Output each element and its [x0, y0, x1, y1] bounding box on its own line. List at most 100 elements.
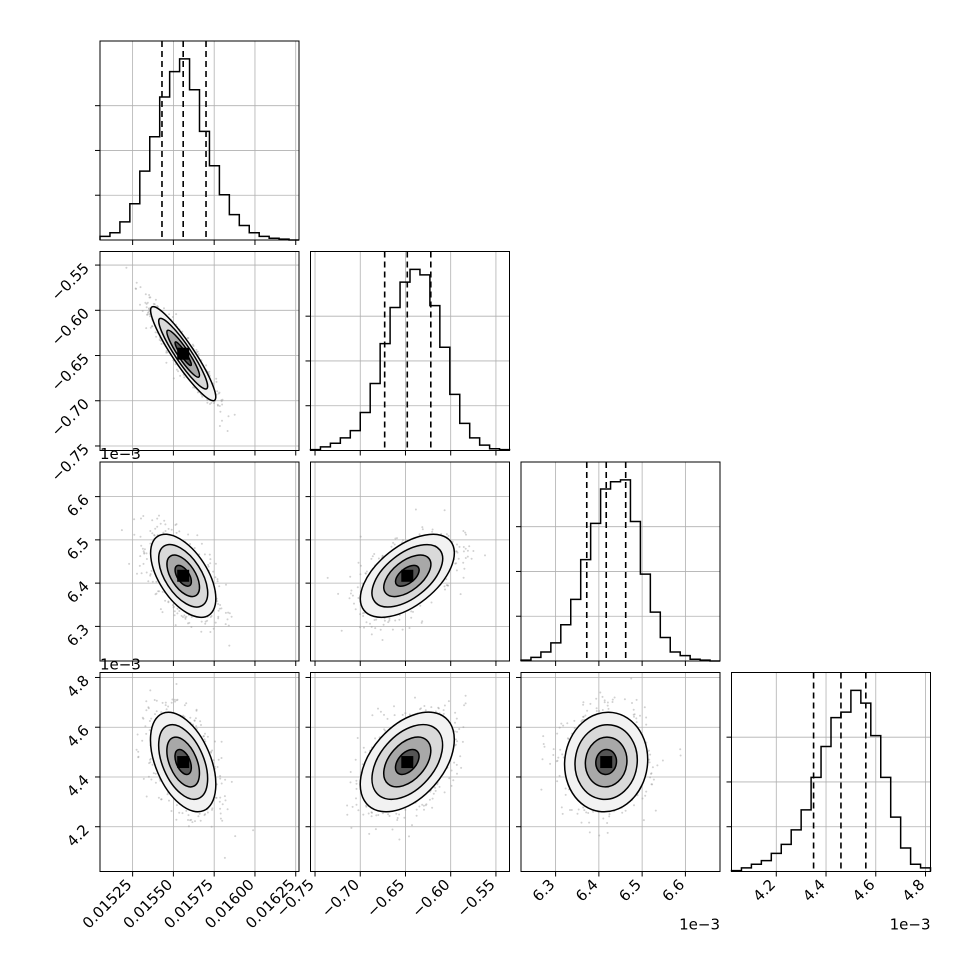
axes-frame	[99, 251, 300, 451]
scatter-point	[421, 526, 424, 529]
scatter-point	[219, 775, 222, 777]
scatter-point	[139, 286, 142, 289]
scatter-point	[140, 544, 143, 547]
scatter-point	[165, 361, 168, 364]
scatter-point	[163, 307, 165, 310]
scatter-point	[452, 779, 455, 782]
scatter-point	[154, 772, 157, 775]
scatter-point	[198, 812, 201, 815]
scatter-point	[367, 812, 370, 815]
scatter-point	[145, 327, 148, 330]
scatter-point	[167, 601, 170, 604]
scatter-point	[197, 353, 200, 355]
scatter-point	[221, 403, 224, 406]
scatter-point	[464, 694, 467, 697]
scatter-point	[215, 796, 218, 799]
scatter-point	[224, 611, 227, 614]
scatter-point	[159, 608, 162, 611]
scatter-point	[370, 633, 373, 636]
scatter-point	[188, 621, 191, 624]
scatter-point	[186, 337, 189, 340]
scatter-point	[466, 555, 469, 558]
scatter-point	[346, 804, 349, 807]
scatter-point	[379, 628, 382, 631]
scatter-point	[141, 739, 144, 742]
scatter-point	[456, 740, 459, 743]
scatter-point	[462, 550, 465, 553]
scatter-point	[128, 562, 131, 565]
scatter-panel-3-0: 0.015250.015500.015750.016000.016254.24.…	[63, 656, 300, 932]
scatter-point	[154, 781, 157, 784]
scatter-point	[442, 709, 445, 712]
scatter-point	[141, 310, 144, 312]
scatter-point	[447, 700, 450, 703]
scatter-point	[175, 683, 178, 685]
histogram-step	[309, 268, 511, 451]
scatter-point	[226, 618, 229, 621]
scatter-point	[141, 547, 144, 550]
scatter-point	[154, 527, 157, 530]
scatter-point	[455, 717, 458, 720]
scatter-point	[161, 611, 164, 614]
scatter-point	[444, 588, 446, 591]
scatter-point	[207, 565, 210, 568]
scatter-point	[149, 574, 152, 577]
scatter-point	[151, 519, 154, 522]
scatter-point	[165, 351, 168, 354]
scatter-point	[412, 610, 414, 613]
scatter-point	[145, 302, 148, 305]
scatter-point	[144, 725, 147, 728]
scatter-point	[199, 819, 202, 822]
scatter-point	[370, 815, 373, 818]
scatter-point	[364, 751, 367, 754]
scatter-point	[584, 714, 587, 717]
scatter-point	[204, 622, 207, 625]
scatter-point	[642, 819, 645, 822]
scatter-point	[431, 806, 434, 809]
scatter-point	[178, 530, 181, 533]
scatter-point	[377, 557, 380, 560]
scatter-point	[206, 401, 209, 404]
scatter-point	[391, 628, 394, 631]
scatter-point	[453, 761, 456, 764]
axes-frame	[99, 461, 300, 662]
scatter-point	[608, 813, 611, 816]
scatter-point	[462, 530, 465, 532]
scatter-point	[190, 616, 193, 618]
scatter-point	[161, 590, 164, 593]
scatter-point	[191, 821, 194, 824]
scatter-point	[201, 395, 204, 398]
scatter-point	[462, 726, 465, 729]
scatter-point	[137, 756, 140, 759]
scatter-point	[158, 590, 161, 593]
scatter-point	[219, 604, 222, 606]
scatter-point	[163, 519, 166, 522]
scatter-point	[178, 811, 181, 814]
scatter-point	[150, 717, 153, 720]
scatter-point	[461, 740, 464, 743]
scatter-point	[208, 373, 211, 375]
scatter-point	[147, 580, 150, 583]
scatter-point	[197, 815, 200, 818]
scatter-point	[558, 774, 561, 777]
scatter-point	[148, 294, 151, 296]
scatter-point	[154, 593, 157, 596]
scatter-point	[154, 298, 157, 301]
scatter-point	[624, 809, 627, 812]
scatter-point	[464, 557, 467, 559]
scatter-point	[189, 543, 192, 545]
scatter-point	[374, 828, 377, 831]
scatter-point	[351, 594, 354, 597]
y-tick-label: 6.6	[63, 491, 93, 521]
scatter-point	[464, 547, 467, 550]
y-tick-label: −0.55	[48, 259, 93, 304]
scatter-point	[179, 374, 182, 377]
scatter-point	[394, 619, 397, 622]
density-peak	[401, 756, 414, 769]
scatter-point	[153, 303, 156, 306]
scatter-point	[387, 813, 390, 816]
scatter-point	[155, 592, 158, 595]
scatter-point	[220, 782, 223, 785]
scatter-point	[459, 755, 462, 758]
